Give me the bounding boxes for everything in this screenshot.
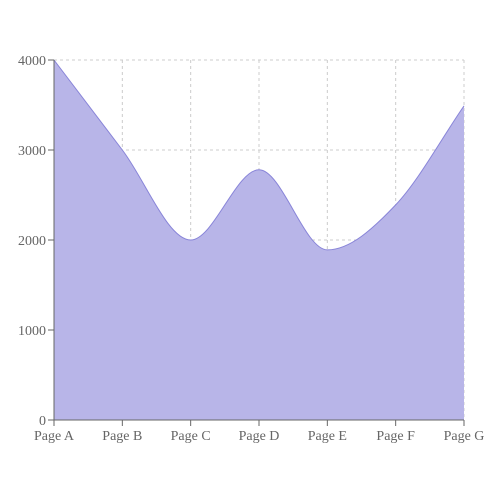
- y-axis-ticks: 0 1000 2000 3000 4000: [18, 54, 54, 429]
- area-fill: [54, 60, 464, 420]
- x-tick-label: Page C: [171, 429, 211, 444]
- y-tick-label: 2000: [18, 234, 46, 249]
- y-tick-label: 0: [39, 414, 46, 429]
- area-line: [53, 59, 465, 251]
- y-tick-label: 4000: [18, 54, 46, 69]
- y-tick-label: 3000: [18, 144, 46, 159]
- x-tick-label: Page F: [376, 429, 415, 444]
- x-tick-label: Page G: [444, 429, 485, 444]
- y-tick-label: 1000: [18, 324, 46, 339]
- x-tick-label: Page B: [102, 429, 142, 444]
- area-series: [53, 59, 465, 420]
- x-tick-label: Page D: [239, 429, 280, 444]
- x-tick-label: Page A: [34, 429, 75, 444]
- x-axis-ticks: Page A Page B Page C Page D Page E Page F Page…: [34, 420, 484, 444]
- x-tick-label: Page E: [308, 429, 347, 444]
